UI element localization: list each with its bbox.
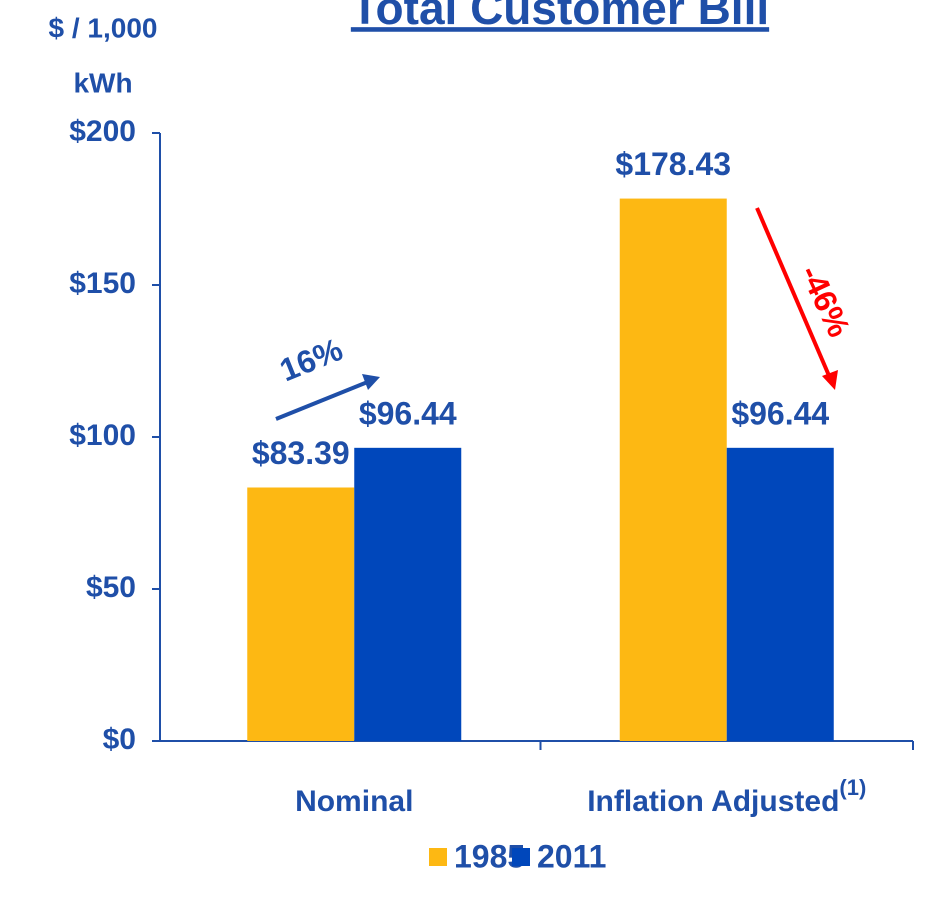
y-tick-label: $50: [86, 571, 136, 604]
value-label: $83.39: [252, 435, 350, 471]
value-label: $178.43: [615, 146, 731, 182]
category-name: Nominal: [295, 785, 413, 818]
y-tick-label: $150: [69, 267, 136, 300]
x-tick-label: Nominal: [295, 785, 413, 818]
bar: [619, 198, 727, 741]
annotation: 16%: [275, 331, 348, 388]
legend-swatch: [429, 848, 447, 866]
chart-title: Total Customer Bill: [351, 0, 769, 34]
bar: [354, 447, 462, 741]
value-label: $96.44: [359, 395, 457, 431]
annotation: -46%: [793, 259, 857, 342]
category-name: Inflation Adjusted: [587, 785, 839, 818]
value-label: $96.44: [731, 395, 829, 431]
bar: [247, 487, 355, 741]
y-tick-label: $100: [69, 419, 136, 452]
arrow-head: [362, 374, 380, 390]
legend-label: 2011: [537, 838, 606, 874]
arrow: [755, 207, 832, 379]
y-axis-label: $ / 1,000: [49, 12, 158, 43]
legend-swatch: [512, 848, 530, 866]
bar: [726, 447, 834, 741]
y-axis-label: kWh: [73, 67, 132, 98]
category-note: (1): [839, 775, 866, 800]
arrow-head: [822, 370, 838, 390]
arrow: [275, 379, 371, 421]
y-tick-label: $200: [69, 115, 136, 148]
x-tick-label: Inflation Adjusted(1): [587, 775, 866, 818]
y-tick-label: $0: [103, 723, 136, 756]
